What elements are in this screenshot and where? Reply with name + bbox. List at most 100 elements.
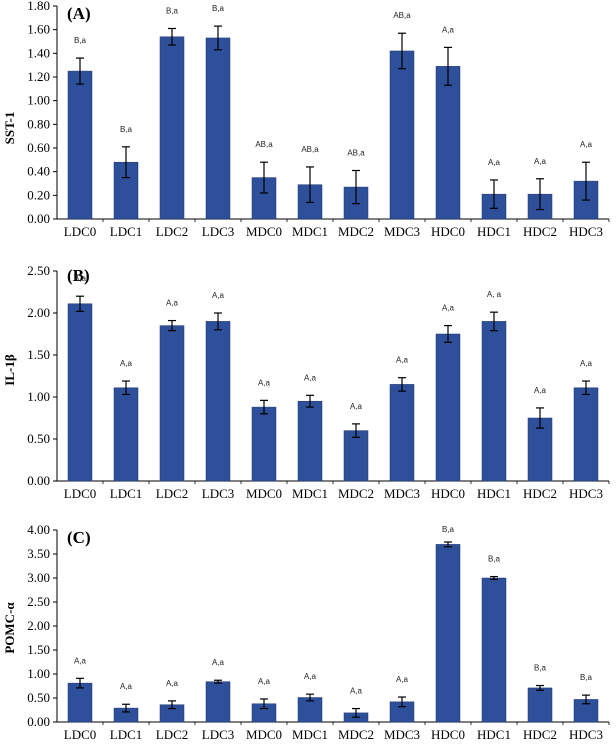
significance-label: B,a: [120, 125, 133, 134]
significance-label: A, a: [487, 290, 502, 299]
significance-label: A,a: [258, 677, 271, 686]
significance-label: A,a: [580, 359, 593, 368]
bar-ldc1: [113, 161, 139, 220]
significance-label: A,a: [74, 656, 87, 665]
x-tick-label: LDC1: [110, 224, 143, 239]
x-tick-label: LDC0: [64, 224, 97, 239]
significance-label: A,a: [396, 356, 409, 365]
bar-hdc0: [435, 544, 461, 723]
y-tick-label: 1.20: [27, 69, 50, 84]
significance-label: A,a: [212, 291, 225, 300]
y-tick-label: 0.20: [27, 187, 50, 202]
y-tick-label: 2.00: [27, 305, 50, 320]
x-tick-label: HDC2: [523, 727, 557, 742]
y-tick-label: 0.00: [27, 473, 50, 488]
x-tick-label: HDC2: [523, 224, 557, 239]
y-tick-label: 1.00: [27, 389, 50, 404]
y-tick-label: 2.50: [27, 594, 50, 609]
significance-label: AB,a: [255, 140, 273, 149]
panel-b: 0.00 0.50 1.00 1.50 2.00 2.50 IL-1β (B) LDC0 A,a L…: [2, 263, 610, 501]
y-tick-label: 1.60: [27, 22, 50, 37]
y-tick-label: 1.50: [27, 347, 50, 362]
y-tick-label: 3.00: [27, 570, 50, 585]
y-axis-title: IL-1β: [2, 354, 17, 386]
y-tick-label: 0.00: [27, 714, 50, 729]
x-tick-label: MDC3: [384, 486, 420, 501]
y-tick-label: 1.00: [27, 93, 50, 108]
significance-label: B,a: [166, 6, 179, 15]
significance-label: B,a: [534, 664, 547, 673]
y-tick-label: 1.80: [27, 0, 50, 13]
x-tick-label: MDC3: [384, 727, 420, 742]
significance-label: B,a: [580, 673, 593, 682]
significance-label: B,a: [74, 36, 87, 45]
y-tick-label: 0.60: [27, 140, 50, 155]
panel-a: 0.00 0.20 0.40 0.60 0.80 1.00 1.20 1.40 1.60 1.80…: [2, 0, 610, 239]
x-tick-label: MDC1: [292, 224, 328, 239]
x-tick-label: MDC1: [292, 486, 328, 501]
significance-label: A,a: [488, 158, 501, 167]
x-tick-label: MDC0: [246, 727, 282, 742]
significance-label: A,a: [212, 658, 225, 667]
bar-mdc2: [343, 430, 369, 482]
significance-label: A,a: [580, 140, 593, 149]
x-tick-label: HDC0: [431, 727, 465, 742]
y-tick-label: 4.00: [27, 522, 50, 537]
bar-ldc0: [67, 70, 93, 220]
significance-label: A,a: [120, 682, 133, 691]
x-tick-label: LDC0: [64, 727, 97, 742]
significance-label: A,a: [304, 373, 317, 382]
x-tick-label: MDC2: [338, 224, 374, 239]
x-tick-label: MDC0: [246, 224, 282, 239]
significance-label: A,a: [534, 157, 547, 166]
bar-mdc1: [297, 697, 323, 723]
y-tick-label: 0.50: [27, 431, 50, 446]
significance-label: B,a: [488, 555, 501, 564]
bar-ldc3: [205, 681, 231, 723]
x-tick-label: LDC0: [64, 486, 97, 501]
significance-label: A,a: [258, 378, 271, 387]
y-axis-title: SST-1: [2, 112, 17, 145]
bar-ldc2: [159, 325, 185, 482]
significance-label: A,a: [166, 679, 179, 688]
significance-label: B,a: [442, 525, 455, 534]
x-tick-label: HDC1: [477, 486, 511, 501]
bar-hdc0: [435, 66, 461, 220]
significance-label: A,a: [350, 402, 363, 411]
bar-ldc0: [67, 303, 93, 482]
significance-label: A,a: [442, 25, 455, 34]
significance-label: A,a: [120, 359, 133, 368]
significance-label: A,a: [166, 299, 179, 308]
y-tick-label: 0.40: [27, 164, 50, 179]
significance-label: A,a: [534, 386, 547, 395]
bar-ldc1: [113, 387, 139, 482]
y-tick-label: 2.00: [27, 618, 50, 633]
x-tick-label: MDC1: [292, 727, 328, 742]
x-tick-label: HDC2: [523, 486, 557, 501]
significance-label: A,a: [304, 672, 317, 681]
x-tick-label: LDC2: [156, 486, 189, 501]
x-tick-label: LDC1: [110, 486, 143, 501]
significance-label: A,a: [442, 304, 455, 313]
x-tick-label: HDC3: [569, 224, 603, 239]
significance-label: AB,a: [301, 145, 319, 154]
x-tick-label: HDC1: [477, 727, 511, 742]
y-axis-title: POMC-α: [2, 602, 17, 654]
bar-ldc2: [159, 36, 185, 220]
x-tick-label: LDC2: [156, 727, 189, 742]
bar-mdc0: [251, 406, 277, 482]
x-tick-label: HDC0: [431, 486, 465, 501]
bar-mdc3: [389, 384, 415, 482]
significance-label: AB,a: [347, 148, 365, 157]
y-tick-label: 1.50: [27, 642, 50, 657]
y-tick-label: 2.50: [27, 263, 50, 278]
y-tick-label: 1.00: [27, 666, 50, 681]
bar-ldc3: [205, 321, 231, 482]
y-tick-label: 1.40: [27, 45, 50, 60]
y-tick-label: 0.50: [27, 690, 50, 705]
y-tick-label: 0.00: [27, 211, 50, 226]
bar-hdc3: [573, 387, 599, 482]
bar-hdc2: [527, 687, 553, 723]
x-tick-label: LDC3: [202, 486, 235, 501]
